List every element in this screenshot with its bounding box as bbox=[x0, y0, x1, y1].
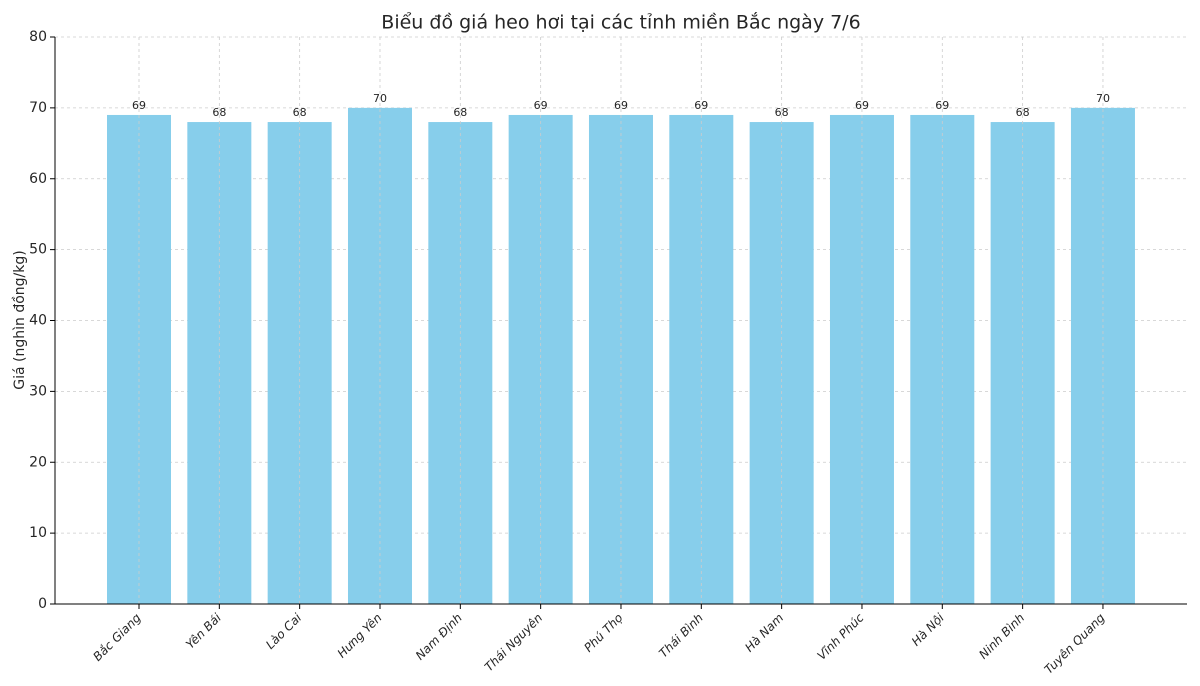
y-axis-label: Giá (nghìn đồng/kg) bbox=[11, 250, 28, 389]
bar bbox=[508, 114, 573, 605]
y-tick-label: 40 bbox=[29, 313, 47, 329]
value-label: 69 bbox=[534, 99, 548, 112]
x-tick-label: Thái Bình bbox=[656, 611, 706, 661]
x-tick-label: Ninh Bình bbox=[976, 611, 1027, 662]
bar bbox=[910, 114, 975, 605]
x-tick-label: Lào Cai bbox=[263, 610, 305, 652]
x-tick-label: Nam Định bbox=[413, 611, 465, 663]
bar bbox=[107, 114, 171, 605]
x-tick-label: Hưng Yên bbox=[335, 611, 385, 661]
y-tick-label: 80 bbox=[29, 29, 47, 45]
value-label: 69 bbox=[614, 99, 628, 112]
y-tick-label: 30 bbox=[29, 383, 47, 399]
value-label: 69 bbox=[935, 99, 949, 112]
value-label: 68 bbox=[1016, 106, 1030, 119]
value-label: 70 bbox=[373, 92, 387, 105]
bar bbox=[588, 114, 653, 605]
x-tick-label: Phú Thọ bbox=[581, 611, 625, 655]
x-tick-label: Tuyên Quang bbox=[1042, 610, 1108, 676]
value-label: 68 bbox=[212, 106, 226, 119]
value-label: 69 bbox=[694, 99, 708, 112]
chart-title: Biểu đồ giá heo hơi tại các tỉnh miền Bắ… bbox=[381, 11, 860, 34]
bar bbox=[829, 114, 894, 605]
x-tick-label: Hà Nội bbox=[909, 610, 948, 649]
x-tick-label: Vĩnh Phúc bbox=[815, 610, 867, 662]
x-tick-label: Bắc Giang bbox=[90, 610, 143, 663]
y-tick-label: 60 bbox=[29, 171, 47, 187]
bar bbox=[669, 114, 734, 605]
value-label: 69 bbox=[855, 99, 869, 112]
value-label: 68 bbox=[453, 106, 467, 119]
value-label: 69 bbox=[132, 99, 146, 112]
y-tick-label: 20 bbox=[29, 454, 47, 470]
value-label: 68 bbox=[775, 106, 789, 119]
y-tick-label: 10 bbox=[29, 525, 47, 541]
x-tick-label: Hà Nam bbox=[742, 611, 786, 655]
y-tick-label: 50 bbox=[29, 242, 47, 258]
y-tick-label: 70 bbox=[29, 100, 47, 116]
value-label: 68 bbox=[293, 106, 307, 119]
x-tick-label: Thái Nguyên bbox=[482, 611, 545, 674]
x-tick-label: Yên Bái bbox=[183, 610, 224, 651]
value-label: 70 bbox=[1096, 92, 1110, 105]
y-tick-label: 0 bbox=[38, 596, 47, 612]
